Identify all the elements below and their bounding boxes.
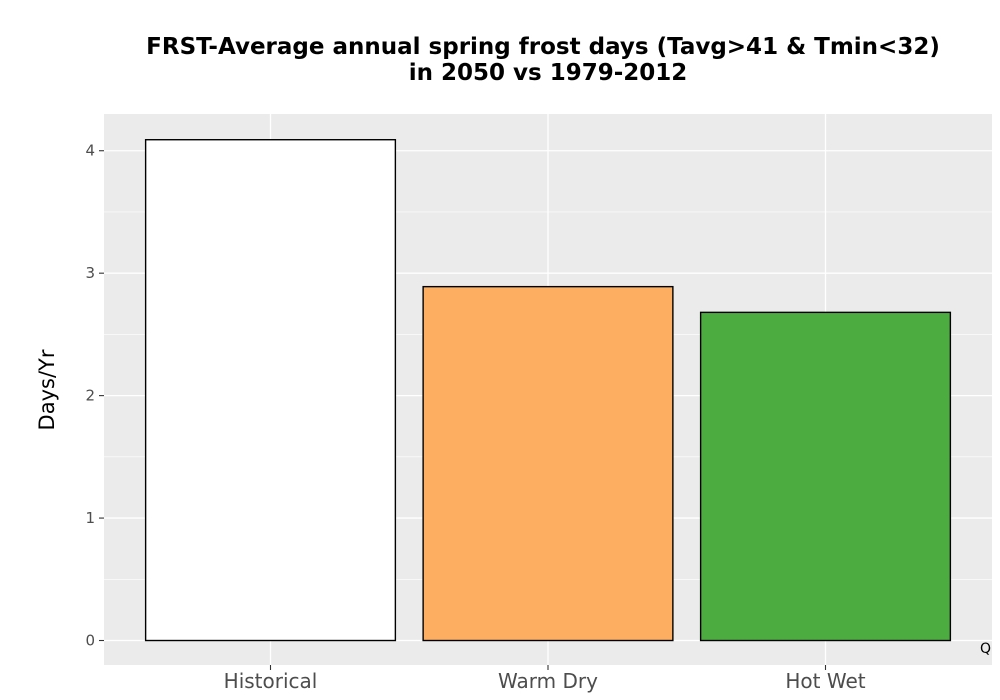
- x-tick-label: Historical: [224, 669, 318, 693]
- x-tick-label: Warm Dry: [498, 669, 598, 693]
- bar-historical: [144, 139, 397, 642]
- bars: [144, 139, 952, 642]
- chart-title-line-2: in 2050 vs 1979-2012: [409, 60, 688, 86]
- y-tick-label: 2: [85, 387, 95, 405]
- chart-title-line-1: FRST-Average annual spring frost days (T…: [146, 34, 940, 60]
- x-tick-label: Hot Wet: [785, 669, 865, 693]
- y-axis-title: Days/Yr: [35, 349, 59, 430]
- x-axis: Historical Warm Dry Hot Wet: [224, 665, 866, 693]
- y-tick-label: 3: [85, 264, 95, 282]
- corner-note: Q: [980, 641, 991, 657]
- y-tick-label: 4: [85, 142, 95, 160]
- y-tick-label: 1: [85, 509, 95, 527]
- y-axis: 0 1 2 3 4: [85, 142, 104, 650]
- y-tick-label: 0: [85, 632, 95, 650]
- bar-warm-dry: [422, 285, 674, 642]
- bar-hot-wet: [699, 311, 952, 642]
